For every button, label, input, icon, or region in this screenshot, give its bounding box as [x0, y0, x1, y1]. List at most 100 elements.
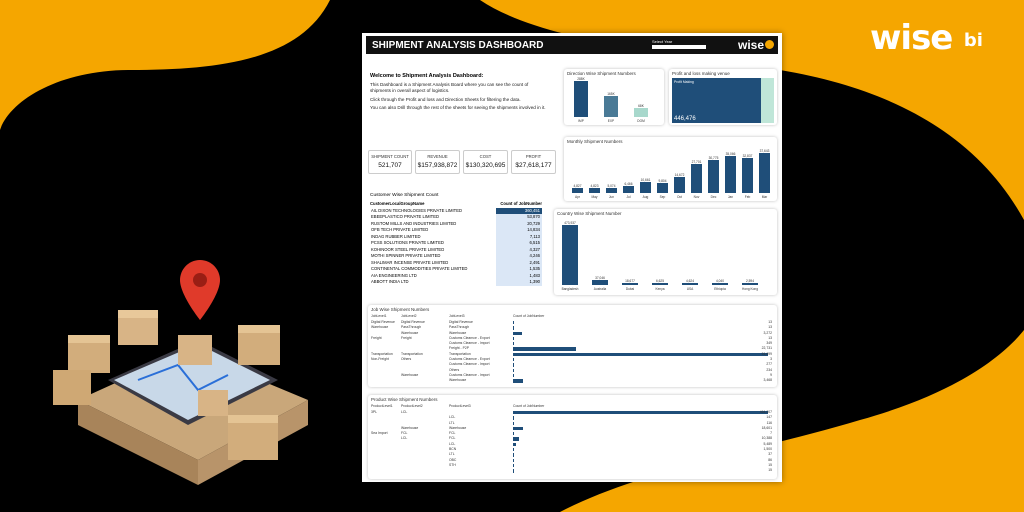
matrix-row[interactable]: 3PL LCL 464,007 [371, 410, 774, 415]
matrix-bar[interactable] [513, 321, 514, 325]
monthly-bar[interactable] [572, 188, 583, 193]
matrix-bar[interactable] [513, 426, 523, 431]
matrix-row[interactable]: Customs Clearnce - Import 349 [371, 341, 774, 346]
matrix-col-header[interactable]: JobLevel3 [449, 314, 465, 318]
monthly-bar[interactable] [657, 183, 668, 193]
matrix-row[interactable]: Warehouse Warehouse 18,601 [371, 426, 774, 431]
matrix-col-header[interactable]: Count of JobNumber [513, 404, 545, 408]
monthly-bar[interactable] [742, 158, 753, 193]
monthly-bar[interactable] [674, 177, 685, 193]
col-customer[interactable]: CustomerLocalGroupName [370, 201, 425, 206]
matrix-bar[interactable] [513, 416, 514, 420]
kpi-shipment-count[interactable]: SHIPMENT COUNT 521,707 [368, 150, 412, 174]
table-row[interactable]: CONTINENTAL COMMODITIES PRIVATE LIMITED 1… [370, 266, 542, 273]
matrix-row[interactable]: Warehouse 3,468 [371, 378, 774, 383]
table-row[interactable]: KOHINOOR STEEL PRIVATE LIMITED 4,327 [370, 246, 542, 253]
monthly-chart[interactable]: Monthly Shipment Numbers 4,827 Apr 4,823 Ma… [564, 137, 777, 201]
select-year-dropdown[interactable] [652, 45, 706, 49]
table-row[interactable]: INDAG RUBBER LIMITED 7,113 [370, 233, 542, 240]
matrix-row[interactable]: Sea Import FCL FCL 7 [371, 431, 774, 436]
matrix-bar[interactable] [513, 347, 576, 351]
matrix-row[interactable]: Warehouse PassThrough PassThrough 13 [371, 325, 774, 330]
monthly-bar[interactable] [623, 186, 634, 193]
loss-making-area[interactable] [761, 78, 774, 123]
country-bar[interactable] [592, 280, 608, 285]
matrix-bar[interactable] [513, 331, 522, 335]
profit-loss-chart[interactable]: Profit and loss making venue Profit Maki… [669, 69, 777, 125]
monthly-bar[interactable] [708, 160, 719, 193]
matrix-bar[interactable] [513, 463, 514, 468]
country-bar[interactable] [682, 283, 698, 285]
direction-bar[interactable] [574, 81, 588, 117]
matrix-col-header[interactable]: ProductLevel1 [371, 404, 393, 408]
matrix-row[interactable]: Freight - P2P 22,731 [371, 346, 774, 351]
matrix-row[interactable]: LTL 116 [371, 421, 774, 426]
matrix-bar[interactable] [513, 469, 514, 473]
direction-chart[interactable]: Direction Wise Shipment Numbers 288K IMP 1… [564, 69, 664, 125]
matrix-row[interactable]: Warehouse Warehouse 3,272 [371, 331, 774, 336]
matrix-row[interactable]: Transportation Transportation Transportati… [371, 352, 774, 357]
kpi-cost[interactable]: COST $130,320,695 [463, 150, 508, 174]
matrix-bar[interactable] [513, 358, 514, 362]
matrix-bar[interactable] [513, 411, 768, 415]
matrix-bar[interactable] [513, 368, 514, 372]
matrix-row[interactable]: LCL 5,489 [371, 442, 774, 447]
matrix-bar[interactable] [513, 453, 514, 457]
kpi-profit[interactable]: PROFIT $27,618,177 [511, 150, 556, 174]
matrix-col-header[interactable]: ProductLevel2 [401, 404, 423, 408]
matrix-bar[interactable] [513, 421, 514, 425]
matrix-row[interactable]: STH 15 [371, 463, 774, 468]
matrix-bar[interactable] [513, 373, 514, 378]
table-row[interactable]: PCSS SOLUTIONS PRIVATE LIMITED 6,515 [370, 240, 542, 247]
monthly-bar[interactable] [640, 182, 651, 193]
matrix-row[interactable]: Customs Clearnce - Import 277 [371, 362, 774, 367]
monthly-bar[interactable] [691, 164, 702, 193]
monthly-bar[interactable] [759, 153, 770, 193]
matrix-bar[interactable] [513, 342, 514, 346]
country-bar[interactable] [562, 225, 578, 285]
country-chart[interactable]: Country Wise Shipment Number 473,937 Bang… [554, 209, 777, 295]
matrix-bar[interactable] [513, 326, 514, 330]
matrix-row[interactable]: OBC 86 [371, 458, 774, 463]
matrix-col-header[interactable]: JobLevel1 [371, 314, 387, 318]
table-row[interactable]: RUSTOM MILLS AND INDUSTRIES LIMITED 20,72… [370, 220, 542, 227]
matrix-row[interactable]: LCL FCL 10,388 [371, 436, 774, 441]
matrix-col-header[interactable]: Count of JobNumber [513, 314, 545, 318]
matrix-bar[interactable] [513, 432, 514, 436]
table-row[interactable]: OFB TECH PRIVATE LIMITED 14,834 [370, 227, 542, 234]
matrix-bar[interactable] [513, 352, 768, 357]
matrix-row[interactable]: Warehouse Customs Clearnce - Import 9 [371, 373, 774, 378]
col-count[interactable]: Count of JobNumber [500, 201, 542, 206]
matrix-row[interactable]: BCN 1,500 [371, 447, 774, 452]
kpi-revenue[interactable]: REVENUE $157,938,872 [415, 150, 460, 174]
table-row[interactable]: AIL DIXON TECHNOLOGIES PRIVATE LIMITED 36… [370, 207, 542, 214]
matrix-row[interactable]: LTL 37 [371, 452, 774, 457]
matrix-bar[interactable] [513, 442, 516, 447]
country-bar[interactable] [652, 283, 668, 285]
monthly-bar[interactable] [725, 156, 736, 193]
table-row[interactable]: EBEEPLASTICO PRIVATE LIMITED 53,870 [370, 214, 542, 221]
matrix-row[interactable]: Others 234 [371, 368, 774, 373]
matrix-row[interactable]: Digital Revenue Digital Revenue Digital Re… [371, 320, 774, 325]
table-row[interactable]: ABBOTT INDIA LTD 1,390 [370, 279, 542, 286]
matrix-row[interactable]: Non-Freight Others Customs Clearnce - Expo… [371, 357, 774, 362]
matrix-bar[interactable] [513, 448, 514, 452]
monthly-bar[interactable] [589, 188, 600, 193]
matrix-bar[interactable] [513, 363, 514, 367]
matrix-col-header[interactable]: ProductLevel3 [449, 404, 471, 408]
country-bar[interactable] [712, 283, 728, 285]
matrix-bar[interactable] [513, 458, 514, 462]
matrix-row[interactable]: Freight Freight Customs Clearnce - Export 1… [371, 336, 774, 341]
table-row[interactable]: SHALIMAR INCENSE PRIVATE LIMITED 2,491 [370, 259, 542, 266]
direction-bar[interactable] [634, 108, 648, 117]
matrix-bar[interactable] [513, 336, 514, 341]
table-row[interactable]: MOTHI SPINNER PRIVATE LIMITED 4,246 [370, 253, 542, 260]
country-bar[interactable] [622, 283, 638, 285]
matrix-row[interactable]: LCL 147 [371, 415, 774, 420]
matrix-bar[interactable] [513, 437, 519, 441]
matrix-row[interactable]: 15 [371, 468, 774, 473]
country-bar[interactable] [742, 283, 758, 285]
table-row[interactable]: AIA ENGINEERING LTD 1,483 [370, 272, 542, 279]
monthly-bar[interactable] [606, 188, 617, 193]
profit-making-area[interactable]: Profit Making 446,476 [672, 78, 761, 123]
